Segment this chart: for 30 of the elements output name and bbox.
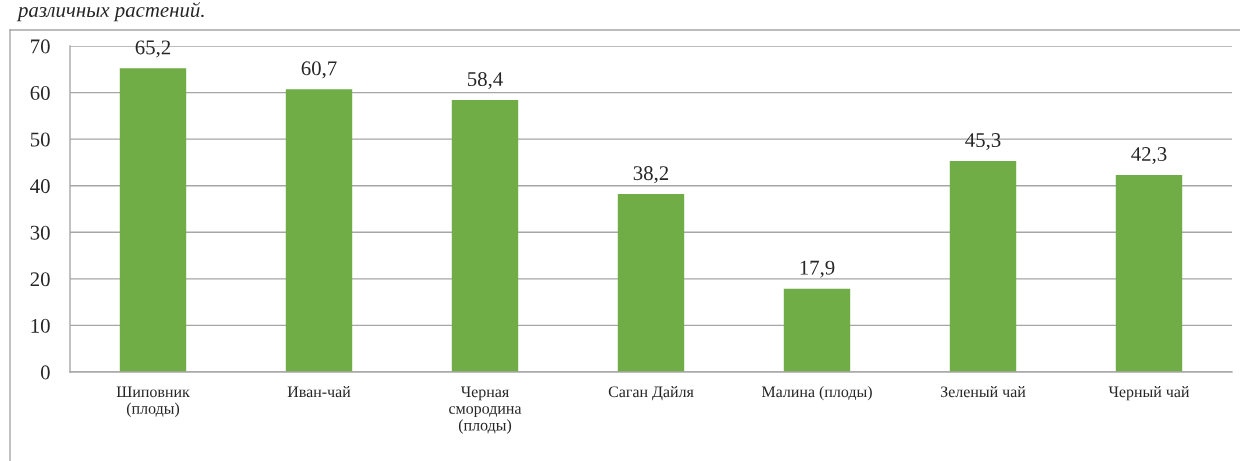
data-label: 38,2: [633, 166, 669, 184]
data-label: 60,7: [301, 61, 337, 79]
x-tick-label: Черный чай: [1108, 386, 1190, 401]
bar: [1115, 175, 1183, 372]
y-tick-label: 40: [30, 179, 50, 194]
x-tick-label: Зеленый чай: [940, 386, 1026, 398]
x-tick-label: Малина (плоды): [761, 385, 872, 401]
x-tick-label: Иван-чай: [287, 386, 351, 398]
y-tick-label: 30: [30, 225, 50, 240]
data-label: 65,2: [135, 40, 171, 58]
y-tick-label: 70: [31, 39, 50, 54]
data-label: 45,3: [965, 133, 1001, 151]
bar: [617, 194, 685, 372]
bar: [451, 100, 519, 372]
y-tick-label: 50: [30, 132, 50, 147]
bar: [119, 68, 187, 372]
y-tick-label: 20: [30, 272, 50, 287]
bar: [949, 161, 1017, 372]
data-label: 42,3: [1131, 147, 1167, 165]
x-tick-label: Черная смородина (плоды): [449, 386, 522, 434]
bar: [783, 288, 851, 372]
y-tick-label: 0: [40, 365, 50, 380]
data-label: 58,4: [467, 72, 503, 90]
x-tick-label: Шиповник (плоды): [116, 386, 190, 418]
data-label: 17,9: [800, 260, 835, 278]
bar: [285, 89, 353, 372]
x-tick-label: Саган Дайля: [608, 386, 694, 401]
chart-title: различных растений.: [16, 2, 204, 22]
y-tick-label: 60: [30, 85, 50, 100]
y-tick-label: 10: [31, 318, 50, 333]
